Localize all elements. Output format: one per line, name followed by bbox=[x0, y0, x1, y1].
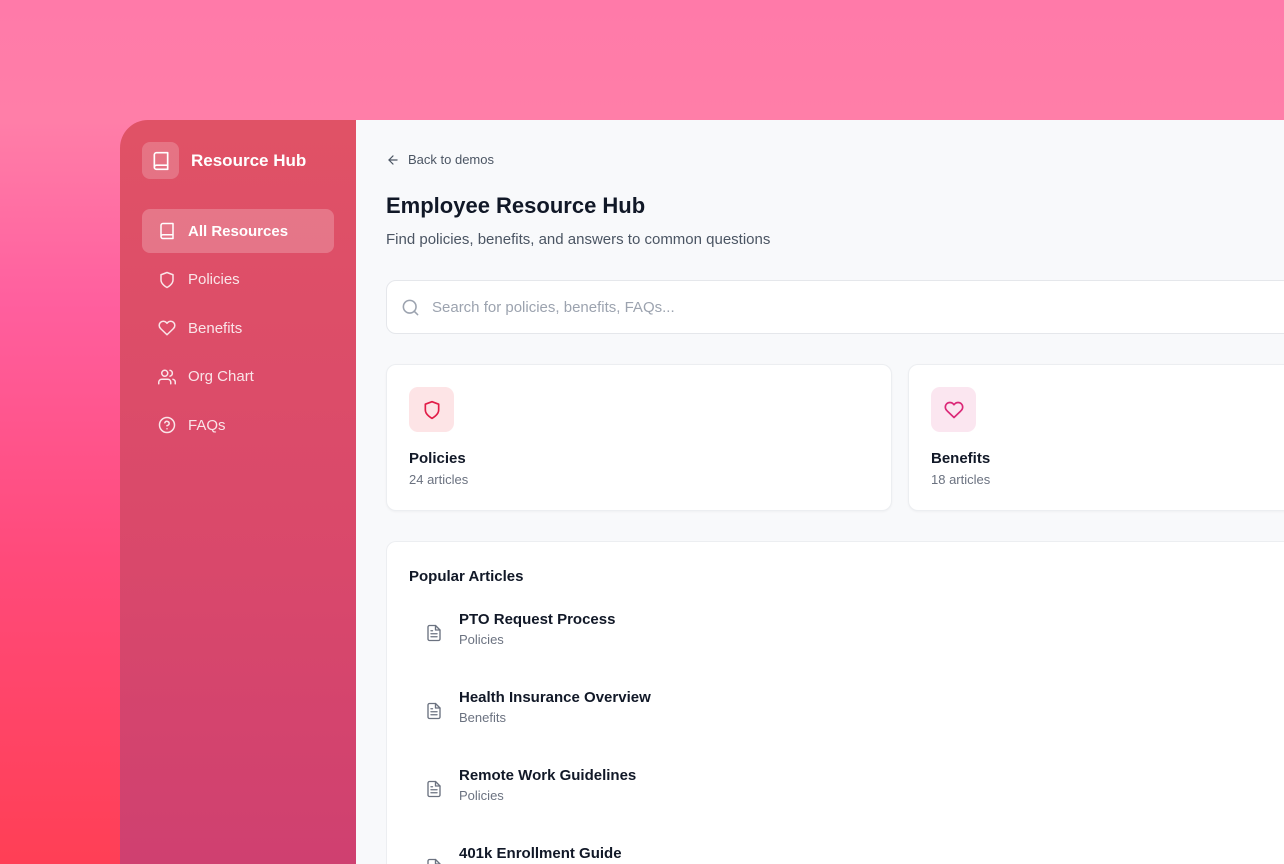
article-category: Policies bbox=[459, 632, 504, 647]
search-input[interactable] bbox=[432, 298, 1284, 316]
brand-name: Resource Hub bbox=[191, 150, 307, 170]
list-item[interactable]: 401k Enrollment Guide bbox=[409, 845, 1284, 864]
card-count: 18 articles bbox=[931, 472, 991, 487]
main-content: Back to demos Employee Resource Hub Find… bbox=[356, 120, 1284, 864]
card-title: Policies bbox=[409, 450, 466, 467]
category-cards: Policies 24 articles Benefits 18 article… bbox=[386, 364, 1284, 511]
page-title: Employee Resource Hub bbox=[386, 193, 646, 218]
users-icon bbox=[158, 369, 176, 384]
category-card-policies[interactable]: Policies 24 articles bbox=[386, 364, 892, 511]
file-text-icon bbox=[427, 702, 441, 720]
help-circle-icon bbox=[158, 416, 176, 434]
article-title: 401k Enrollment Guide bbox=[459, 845, 622, 862]
card-title: Benefits bbox=[931, 450, 991, 467]
sidebar: Resource Hub All Resources Policies Bene… bbox=[120, 120, 356, 864]
sidebar-item-all-resources[interactable]: All Resources bbox=[142, 209, 334, 253]
list-item[interactable]: PTO Request Process Policies bbox=[409, 611, 1284, 689]
sidebar-item-benefits[interactable]: Benefits bbox=[142, 306, 334, 350]
search-bar bbox=[386, 280, 1284, 334]
card-count: 24 articles bbox=[409, 472, 469, 487]
sidebar-item-label: Org Chart bbox=[188, 368, 254, 385]
sidebar-item-label: Benefits bbox=[188, 319, 243, 337]
popular-articles: Popular Articles PTO Request Process Poli… bbox=[386, 541, 1284, 864]
shield-icon bbox=[160, 271, 174, 288]
heart-icon bbox=[931, 387, 976, 432]
sidebar-item-label: FAQs bbox=[188, 416, 226, 434]
list-item[interactable]: Health Insurance Overview Benefits bbox=[409, 689, 1284, 767]
sidebar-item-org-chart[interactable]: Org Chart bbox=[142, 355, 334, 399]
article-list: PTO Request Process Policies Health Insura… bbox=[409, 611, 1284, 864]
article-category: Benefits bbox=[459, 710, 506, 725]
article-category: Policies bbox=[459, 788, 504, 803]
sidebar-item-label: Policies bbox=[188, 271, 240, 288]
article-title: Health Insurance Overview bbox=[459, 689, 651, 706]
shield-icon bbox=[409, 387, 454, 432]
back-link[interactable]: Back to demos bbox=[386, 152, 1284, 167]
book-icon bbox=[160, 222, 174, 240]
search-icon bbox=[402, 299, 419, 315]
file-text-icon bbox=[427, 858, 441, 864]
list-item[interactable]: Remote Work Guidelines Policies bbox=[409, 767, 1284, 845]
arrow-left-icon bbox=[388, 154, 398, 165]
article-title: Remote Work Guidelines bbox=[459, 767, 637, 784]
sidebar-item-faqs[interactable]: FAQs bbox=[142, 403, 334, 447]
sidebar-item-policies[interactable]: Policies bbox=[142, 258, 334, 302]
article-title: PTO Request Process bbox=[459, 611, 616, 628]
app-window: Resource Hub All Resources Policies Bene… bbox=[120, 120, 1284, 864]
section-title: Popular Articles bbox=[409, 568, 524, 585]
category-card-benefits[interactable]: Benefits 18 articles bbox=[908, 364, 1284, 511]
page-subtitle: Find policies, benefits, and answers to … bbox=[386, 231, 771, 248]
file-text-icon bbox=[427, 624, 441, 642]
sidebar-item-label: All Resources bbox=[188, 222, 289, 240]
file-text-icon bbox=[427, 780, 441, 798]
brand: Resource Hub bbox=[142, 142, 334, 179]
heart-icon bbox=[158, 320, 176, 336]
back-link-label: Back to demos bbox=[408, 152, 494, 167]
book-icon bbox=[142, 142, 179, 179]
